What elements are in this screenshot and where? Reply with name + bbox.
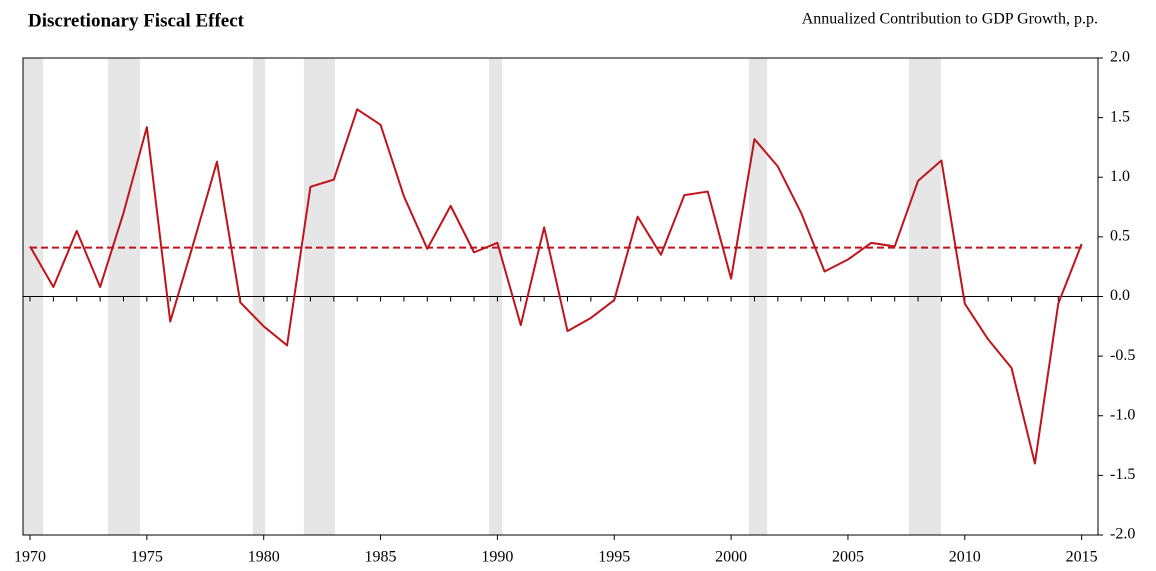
y-tick-label: 0.5 [1110, 228, 1130, 245]
x-tick-label: 1995 [598, 549, 630, 566]
x-tick-label: 1990 [481, 549, 513, 566]
x-tick-label: 1980 [248, 549, 280, 566]
y-tick-label: 1.0 [1110, 168, 1130, 185]
chart-title: Discretionary Fiscal Effect [28, 10, 245, 31]
x-tick-label: 2005 [832, 549, 864, 566]
x-tick-label: 2010 [949, 549, 981, 566]
chart-subtitle: Annualized Contribution to GDP Growth, p… [802, 11, 1098, 28]
y-tick-label: -2.0 [1110, 526, 1135, 543]
y-tick-label: -0.5 [1110, 347, 1135, 364]
x-tick-label: 2015 [1066, 549, 1098, 566]
y-tick-label: -1.0 [1110, 406, 1135, 423]
x-tick-label: 2000 [715, 549, 747, 566]
x-tick-label: 1985 [365, 549, 397, 566]
x-tick-label: 1975 [131, 549, 163, 566]
y-tick-label: -1.5 [1110, 466, 1135, 483]
data-line [29, 108, 1083, 465]
y-tick-label: 2.0 [1110, 49, 1130, 66]
y-tick-label: 0.0 [1110, 287, 1130, 304]
y-tick-label: 1.5 [1110, 108, 1130, 125]
x-tick-label: 1970 [14, 549, 46, 566]
